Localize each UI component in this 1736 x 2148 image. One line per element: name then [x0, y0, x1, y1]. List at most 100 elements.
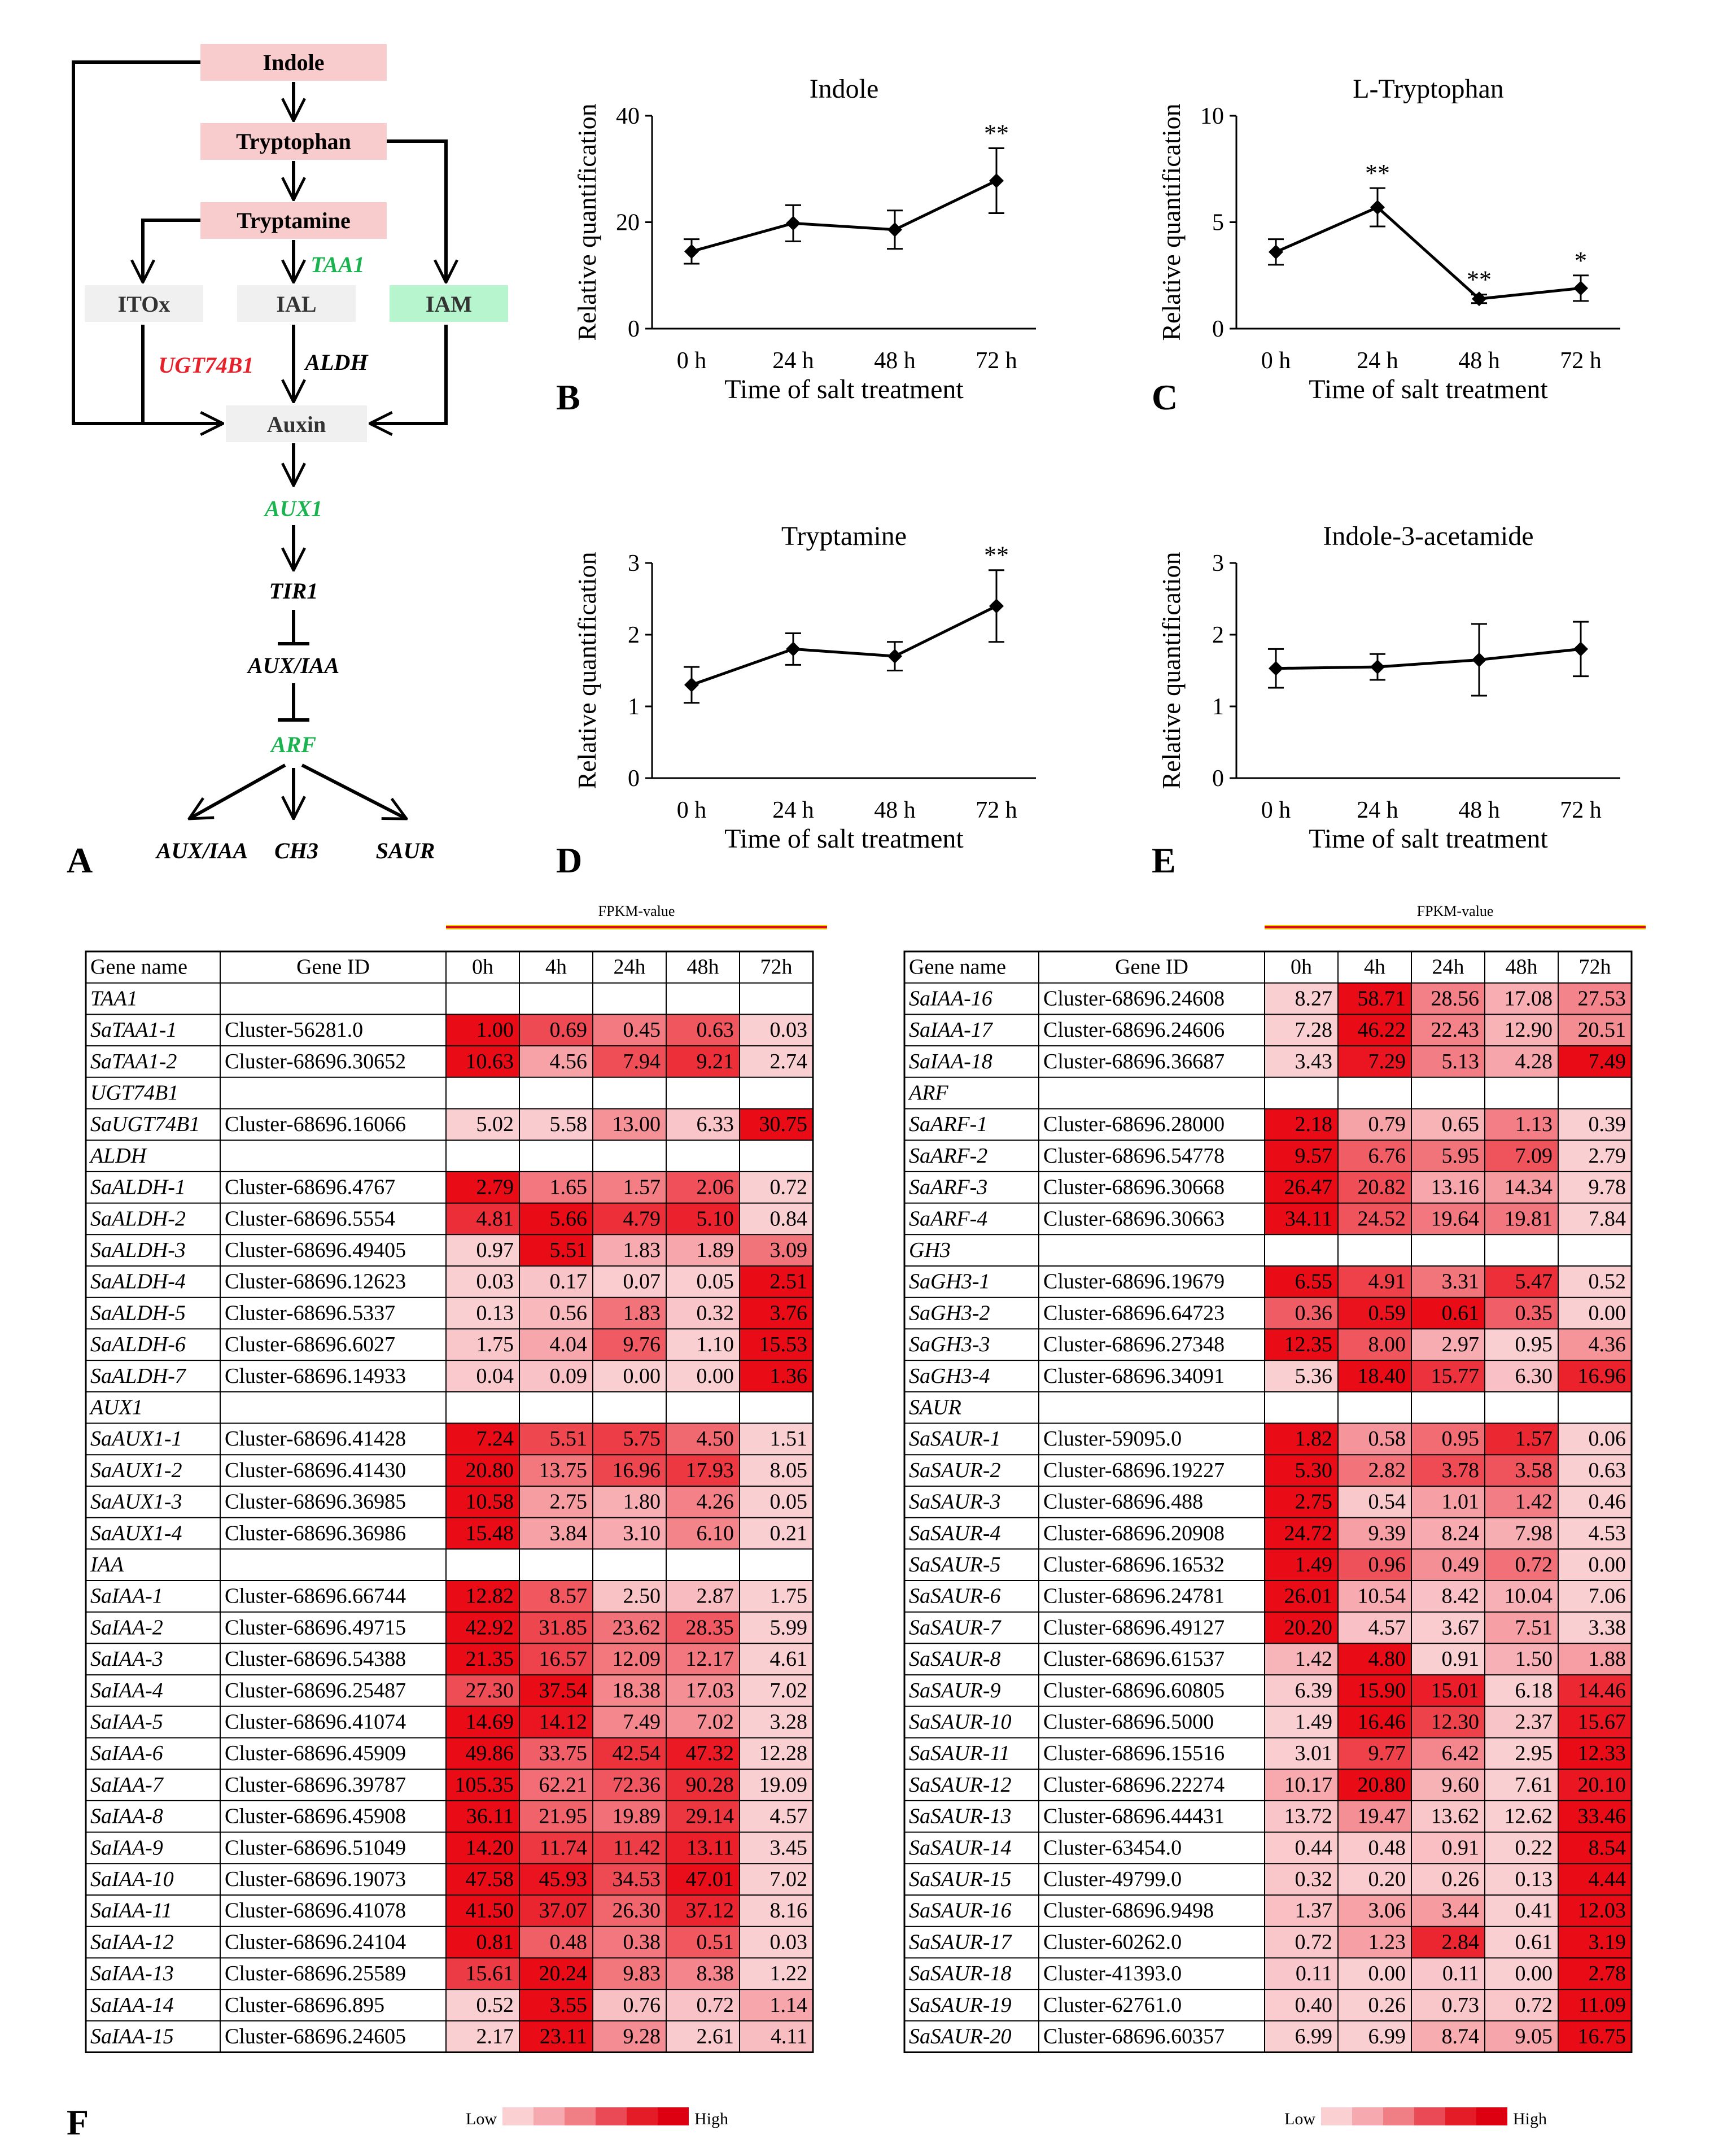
chart-title: Indole-3-acetamide [1323, 521, 1533, 551]
heatmap-cell [1485, 1108, 1558, 1141]
heatmap-cell [1411, 1863, 1485, 1895]
fpkm-value: 0.05 [697, 1270, 734, 1294]
heatmap-cell [1411, 1171, 1485, 1203]
heatmap-cell [666, 1926, 740, 1958]
fpkm-value: 0.51 [697, 1930, 734, 1954]
fpkm-value: 15.48 [466, 1521, 514, 1545]
scale-swatch [502, 2107, 534, 2125]
heatmap-cell [666, 1108, 740, 1141]
fpkm-value: 13.16 [1431, 1176, 1480, 1199]
heatmap-left: Gene name Gene ID 0h 4h 24h 48h 72h TAA1 SaTAA1-… [85, 950, 814, 2053]
heatmap-cell [446, 1171, 519, 1203]
fpkm-value: 11.42 [613, 1836, 661, 1859]
fpkm-value: 3.55 [550, 1993, 588, 2017]
gene-name: SaUGT74B1 [90, 1112, 200, 1136]
fpkm-value: 7.94 [623, 1050, 661, 1073]
fpkm-value: 0.00 [1515, 1962, 1553, 1985]
gene-id: Cluster-68696.24781 [1043, 1584, 1225, 1608]
heatmap-cell [1558, 1675, 1632, 1706]
fpkm-value: 7.98 [1515, 1521, 1553, 1545]
data-point [989, 599, 1004, 614]
heatmap-cell [1411, 1360, 1485, 1392]
heatmap-cell [446, 1360, 519, 1392]
fpkm-value: 8.57 [550, 1584, 588, 1608]
gene-id: Cluster-68696.41074 [225, 1710, 406, 1734]
fpkm-value: 28.56 [1431, 986, 1480, 1010]
series-line [1275, 206, 1581, 300]
heatmap-cell [446, 1486, 519, 1518]
fpkm-value: 37.12 [686, 1899, 734, 1923]
heatmap-cell [519, 1517, 593, 1549]
heatmap-cell [1411, 1612, 1485, 1644]
gene-name: SaSAUR-5 [909, 1553, 1001, 1577]
heatmap-cell [1485, 1737, 1558, 1770]
heatmap-cell [1338, 1108, 1411, 1141]
fpkm-value: 5.02 [476, 1112, 514, 1136]
gene-name: SaGH3-4 [909, 1364, 990, 1388]
fpkm-value: 62.21 [539, 1773, 588, 1797]
data-point [1269, 661, 1283, 676]
fpkm-value: 12.35 [1284, 1333, 1333, 1356]
heatmap-cell [740, 1895, 813, 1927]
heatmap-cell [740, 1612, 813, 1644]
chart-1: 0 5 10 0 h 24 h 48 h 72 h L-Tryptophan Time of s… [1157, 74, 1620, 404]
heatmap-cell [1558, 1455, 1632, 1486]
data-point [989, 173, 1004, 188]
fpkm-value: 8.16 [770, 1899, 808, 1923]
group-label: AUX1 [89, 1396, 143, 1420]
heatmap-cell [593, 1046, 666, 1077]
fpkm-value: 20.51 [1578, 1018, 1626, 1042]
heatmap-cell [1265, 1486, 1338, 1518]
fpkm-value: 4.80 [1368, 1647, 1406, 1671]
fpkm-value: 27.30 [466, 1679, 514, 1702]
gene-name: SaSAUR-2 [909, 1459, 1001, 1482]
gene-id: Cluster-68696.39787 [225, 1773, 406, 1797]
heatmap-cell [740, 1863, 813, 1895]
fpkm-value: 7.06 [1589, 1584, 1626, 1608]
heatmap-cell [1558, 1863, 1632, 1895]
fpkm-value: 16.57 [539, 1647, 588, 1671]
heatmap-cell [1558, 1643, 1632, 1675]
heatmap-cell [1558, 1549, 1632, 1581]
gene-id: Cluster-68696.24605 [225, 2025, 406, 2049]
fpkm-value: 5.95 [1442, 1144, 1480, 1168]
fpkm-value: 0.20 [1368, 1867, 1406, 1891]
fpkm-value: 2.17 [476, 2025, 514, 2049]
heatmap-cell [666, 1989, 740, 2021]
heatmap-cell [666, 1329, 740, 1361]
header-cell: 0h [1291, 955, 1312, 979]
heatmap-cell [593, 1455, 666, 1486]
fpkm-value: 1.88 [1589, 1647, 1626, 1671]
fpkm-value: 0.56 [550, 1301, 588, 1325]
itox-box [85, 285, 203, 322]
gene-name: SaARF-3 [909, 1176, 987, 1199]
heatmap-cell [740, 1737, 813, 1770]
heatmap-cell [1265, 1895, 1338, 1927]
heatmap-cell [446, 1863, 519, 1895]
gene-name: SaARF-1 [909, 1112, 987, 1136]
fpkm-value: 3.06 [1368, 1899, 1406, 1923]
data-point [1573, 641, 1588, 657]
y-tick-label: 5 [1212, 210, 1224, 236]
significance-label: ** [1365, 159, 1390, 187]
fpkm-value: 6.76 [1368, 1144, 1406, 1168]
tryptamine-box [200, 202, 387, 239]
fpkm-value: 1.75 [476, 1333, 514, 1356]
fpkm-value: 9.78 [1589, 1176, 1626, 1199]
chart-0: 0 20 40 0 h 24 h 48 h 72 h Indole Time of salt t… [572, 74, 1036, 404]
heatmap-cell [519, 1895, 593, 1927]
fpkm-value: 20.80 [1358, 1773, 1406, 1797]
auxin-box [226, 405, 367, 442]
series-line [1275, 647, 1581, 670]
gene-name: SaGH3-1 [909, 1270, 990, 1294]
fpkm-value: 0.06 [1589, 1427, 1626, 1451]
heatmap-cell [593, 1171, 666, 1203]
heatmap-cell [1338, 1581, 1411, 1612]
fpkm-value: 28.35 [686, 1616, 734, 1639]
gene-id: Cluster-62761.0 [1043, 1993, 1182, 2017]
table-border [903, 950, 1633, 2053]
indole-box [200, 44, 387, 81]
fpkm-value: 42.92 [466, 1616, 514, 1639]
gene-id: Cluster-68696.49715 [225, 1616, 406, 1639]
gene-name: SaIAA-2 [90, 1616, 163, 1639]
